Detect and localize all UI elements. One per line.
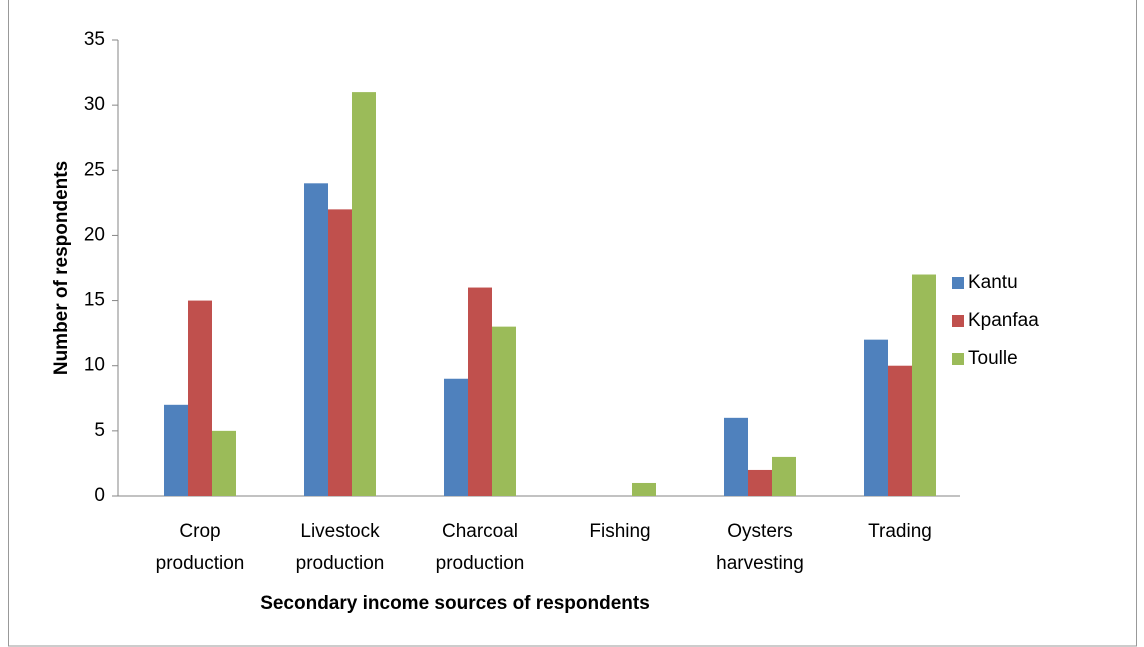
- x-tick-label: Crop production: [156, 521, 245, 574]
- y-tick-label: 20: [84, 224, 105, 245]
- bar: [492, 326, 516, 496]
- bar: [352, 92, 376, 496]
- y-tick-label: 0: [94, 485, 105, 506]
- y-tick-label: 15: [84, 290, 105, 311]
- chart-frame: [8, 0, 1137, 647]
- legend-swatch: [952, 353, 964, 365]
- bar: [888, 365, 912, 496]
- bar: [328, 209, 352, 496]
- bar: [772, 456, 796, 496]
- bar: [212, 430, 236, 496]
- x-tick-label: Trading: [868, 521, 932, 542]
- legend-label: Toulle: [968, 348, 1018, 369]
- y-tick-label: 25: [84, 159, 105, 180]
- bar: [468, 287, 492, 496]
- x-tick-label: Charcoal production: [436, 521, 525, 574]
- bar: [632, 482, 656, 496]
- x-tick-label: Fishing: [589, 521, 650, 542]
- bar: [864, 339, 888, 496]
- y-axis-label: Number of respondents: [51, 161, 72, 375]
- x-tick-label: Oysters harvesting: [716, 521, 804, 574]
- x-axis-label: Secondary income sources of respondents: [260, 593, 650, 614]
- legend-label: Kantu: [968, 272, 1018, 293]
- bar: [164, 404, 188, 496]
- bar: [304, 183, 328, 497]
- y-tick-label: 5: [94, 420, 105, 441]
- x-tick-label: Livestock production: [296, 521, 385, 574]
- legend-label: Kpanfaa: [968, 310, 1039, 331]
- bar: [748, 469, 772, 496]
- bar: [724, 417, 748, 496]
- bar: [444, 378, 468, 496]
- legend-swatch: [952, 277, 964, 289]
- y-tick-label: 35: [84, 29, 105, 50]
- bar: [912, 274, 936, 496]
- y-tick-label: 30: [84, 94, 105, 115]
- bar: [188, 300, 212, 496]
- legend-swatch: [952, 315, 964, 327]
- y-tick-label: 10: [84, 355, 105, 376]
